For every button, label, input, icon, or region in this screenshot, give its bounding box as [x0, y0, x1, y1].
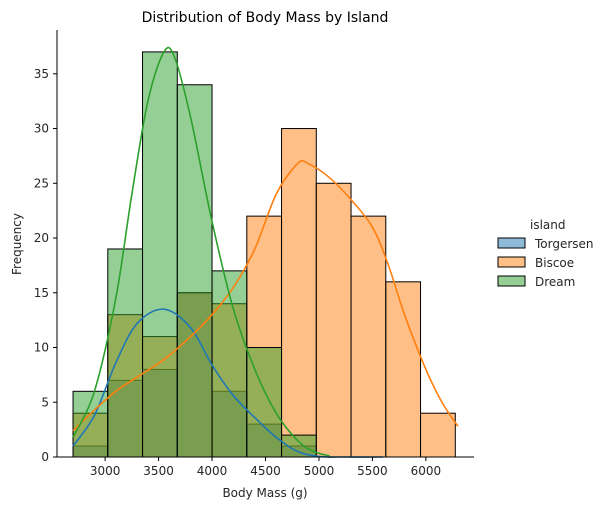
legend-label-biscoe: Biscoe — [535, 256, 574, 270]
x-tick-label: 3500 — [143, 464, 174, 478]
bars-layer — [72, 51, 456, 458]
legend-swatch-torgersen — [497, 237, 526, 249]
y-tick-label: 15 — [34, 286, 49, 300]
bar-biscoe-9 — [385, 281, 422, 458]
x-tick-label: 3000 — [90, 464, 121, 478]
y-tick-label: 5 — [41, 395, 49, 409]
kde-line-torgersen — [72, 308, 384, 458]
x-axis-label: Body Mass (g) — [222, 486, 307, 500]
bar-dream-4 — [211, 270, 248, 458]
bar-biscoe-10 — [420, 412, 456, 458]
y-tick-label: 30 — [34, 122, 49, 136]
bar-dream-2 — [142, 51, 178, 458]
x-tick-label: 4500 — [250, 464, 281, 478]
legend-swatch-dream — [497, 275, 526, 287]
y-tick-label: 25 — [34, 176, 49, 190]
legend-label-dream: Dream — [535, 275, 575, 289]
y-tick-label: 0 — [41, 450, 49, 464]
legend-title: island — [530, 218, 566, 232]
bar-biscoe-7 — [315, 182, 352, 458]
x-tick-label: 4000 — [197, 464, 228, 478]
y-tick-label: 35 — [34, 67, 49, 81]
y-axis-label: Frequency — [10, 213, 24, 275]
x-tick-label: 5500 — [357, 464, 388, 478]
kde-layer — [72, 46, 459, 458]
kde-line-biscoe — [72, 159, 459, 432]
bar-dream-1 — [107, 248, 144, 458]
bar-biscoe-6 — [281, 128, 317, 458]
y-tick-label: 20 — [34, 231, 49, 245]
legend-label-torgersen: Torgersen — [534, 237, 594, 251]
kde-line-dream — [72, 46, 330, 457]
bar-biscoe-8 — [350, 215, 387, 458]
x-tick-label: 5000 — [304, 464, 335, 478]
chart-title: Distribution of Body Mass by Island — [142, 10, 389, 26]
bar-dream-3 — [176, 84, 213, 458]
axes-layer: 3000 3500 4000 4500 5000 5500 6000 0 5 10 15 20 25 30… — [34, 30, 474, 478]
legend-swatch-biscoe — [497, 256, 526, 268]
y-tick-label: 10 — [34, 341, 49, 355]
legend: island Torgersen Biscoe Dream — [497, 218, 594, 289]
x-tick-label: 6000 — [411, 464, 442, 478]
